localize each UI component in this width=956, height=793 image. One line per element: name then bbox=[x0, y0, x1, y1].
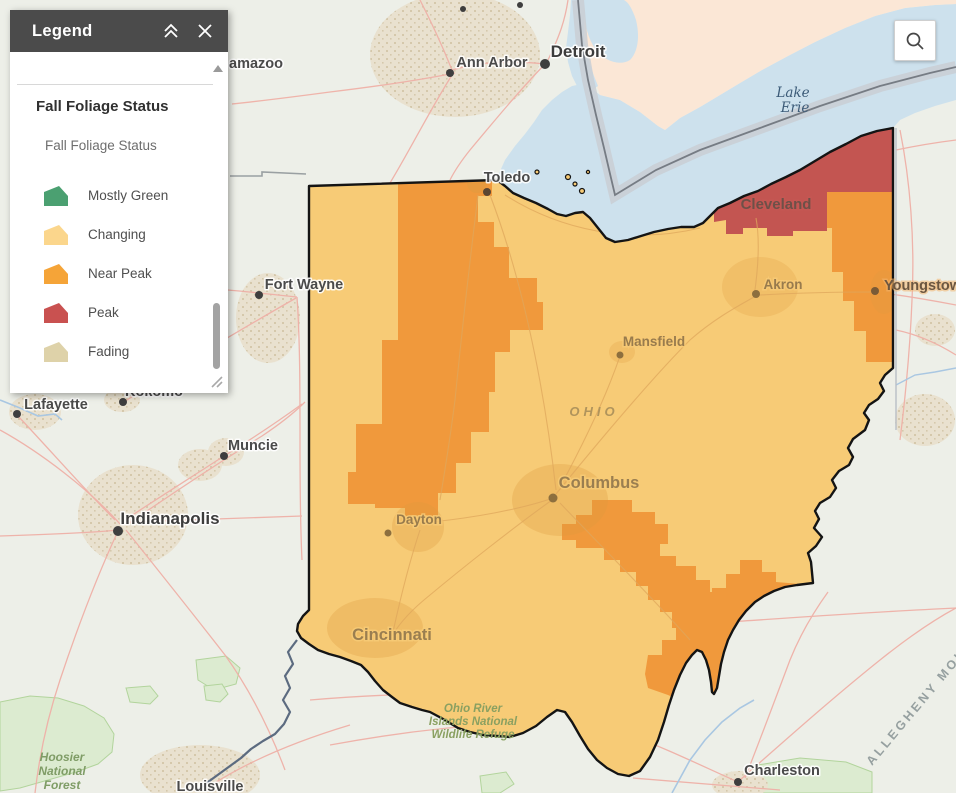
city-dot-akron bbox=[752, 290, 760, 298]
city-label-akron: Akron bbox=[763, 277, 802, 292]
city-label-youngstown: Youngstow bbox=[884, 278, 956, 294]
city-label-dayton: Dayton bbox=[396, 512, 442, 527]
foliage-peak-region bbox=[714, 128, 893, 236]
legend-section-title: Fall Foliage Status bbox=[36, 98, 169, 115]
legend-panel: Legend Fall Foliage Status Fall Foliage … bbox=[10, 10, 228, 393]
ohio-river-west bbox=[197, 639, 298, 791]
legend-body: Fall Foliage Status Fall Foliage Status … bbox=[10, 52, 228, 393]
legend-item-mostly-green: Mostly Green bbox=[43, 176, 168, 215]
city-dot-muncie bbox=[220, 452, 228, 460]
city-label-cleveland: Cleveland bbox=[741, 196, 812, 213]
legend-scrollbar-thumb[interactable] bbox=[213, 303, 220, 369]
city-dot-indianapolis bbox=[113, 526, 123, 536]
city-dot-lafayette bbox=[13, 410, 21, 418]
close-button[interactable] bbox=[194, 20, 216, 42]
resize-handle-icon[interactable] bbox=[210, 375, 223, 388]
forest-label-line2: National bbox=[38, 764, 86, 778]
city-label-detroit: Detroit bbox=[551, 42, 606, 61]
ontario-land bbox=[585, 0, 956, 130]
refuge-label-line3: Wildlife Refuge bbox=[432, 729, 516, 741]
city-dot-detroit bbox=[540, 59, 550, 69]
city-label-columbus: Columbus bbox=[559, 474, 640, 492]
city-label-kalamazoo-partial: amazoo bbox=[229, 56, 283, 72]
city-dots bbox=[13, 2, 879, 786]
refuge-label-line2: Islands National bbox=[429, 716, 518, 728]
legend-item-fading: Fading bbox=[43, 332, 168, 371]
lake-st-clair bbox=[584, 0, 638, 63]
search-icon bbox=[906, 32, 924, 50]
legend-divider bbox=[17, 84, 213, 85]
legend-item-peak: Peak bbox=[43, 293, 168, 332]
overlay-urban-tints bbox=[327, 173, 893, 658]
scroll-up-arrow[interactable] bbox=[213, 65, 223, 72]
legend-panel-title: Legend bbox=[32, 21, 93, 40]
legend-item-label: Mostly Green bbox=[88, 188, 169, 203]
lake-erie-label-line1: Lake bbox=[775, 85, 809, 101]
city-label-louisville: Louisville bbox=[177, 779, 244, 793]
city-label-toledo: Toledo bbox=[484, 170, 531, 186]
city-dot-columbus bbox=[548, 493, 558, 503]
swatch-fading bbox=[44, 341, 68, 362]
rivers bbox=[0, 367, 956, 793]
collapse-button[interactable] bbox=[160, 20, 182, 42]
city-dot-toledo bbox=[483, 188, 491, 196]
overlay-roads bbox=[391, 194, 876, 641]
swatch-mostly-green bbox=[44, 185, 68, 206]
legend-item-near-peak: Near Peak bbox=[43, 254, 168, 293]
town-dot bbox=[460, 6, 466, 12]
legend-panel-header[interactable]: Legend bbox=[10, 10, 228, 52]
city-label-lafayette: Lafayette bbox=[24, 397, 88, 413]
city-label-indianapolis: Indianapolis bbox=[120, 509, 219, 528]
state-boundary-lines bbox=[230, 128, 897, 430]
close-icon bbox=[198, 24, 212, 38]
city-dot-fort-wayne bbox=[255, 291, 263, 299]
city-label-fort-wayne: Fort Wayne bbox=[265, 277, 343, 293]
city-label-cincinnati: Cincinnati bbox=[352, 626, 432, 644]
border-corridor bbox=[572, 0, 956, 205]
legend-item-label: Peak bbox=[88, 305, 119, 320]
search-button[interactable] bbox=[894, 20, 936, 61]
city-dot-dayton bbox=[384, 529, 392, 537]
legend-item-changing: Changing bbox=[43, 215, 168, 254]
swatch-changing bbox=[44, 224, 68, 245]
swatch-peak bbox=[44, 302, 68, 323]
city-label-charleston: Charleston bbox=[744, 763, 820, 779]
legend-item-label: Near Peak bbox=[88, 266, 152, 281]
city-dot-mansfield bbox=[616, 351, 624, 359]
legend-layer-title: Fall Foliage Status bbox=[45, 138, 157, 153]
city-dot-ann-arbor bbox=[446, 69, 454, 77]
legend-items: Mostly Green Changing Near Peak Peak bbox=[43, 176, 168, 371]
city-dot-charleston bbox=[734, 778, 742, 786]
forest-label-line1: Hoosier bbox=[40, 750, 86, 764]
city-label-mansfield: Mansfield bbox=[623, 334, 685, 349]
refuge-label-line1: Ohio River bbox=[444, 703, 503, 715]
state-label-ohio: OHIO bbox=[569, 404, 618, 419]
legend-item-label: Fading bbox=[88, 344, 130, 359]
city-label-muncie: Muncie bbox=[228, 438, 278, 454]
swatch-near-peak bbox=[44, 263, 68, 284]
park-areas bbox=[0, 655, 873, 793]
city-label-ann-arbor: Ann Arbor bbox=[456, 55, 528, 71]
lake-islands bbox=[534, 169, 591, 195]
lake-erie-label-line2: Erie bbox=[780, 100, 810, 116]
chevron-double-up-icon bbox=[164, 23, 178, 38]
forest-label-line3: Forest bbox=[44, 778, 82, 792]
town-dot bbox=[517, 2, 523, 8]
legend-item-label: Changing bbox=[88, 227, 146, 242]
city-dot-youngstown bbox=[871, 287, 879, 295]
city-dot-kokomo bbox=[119, 398, 127, 406]
